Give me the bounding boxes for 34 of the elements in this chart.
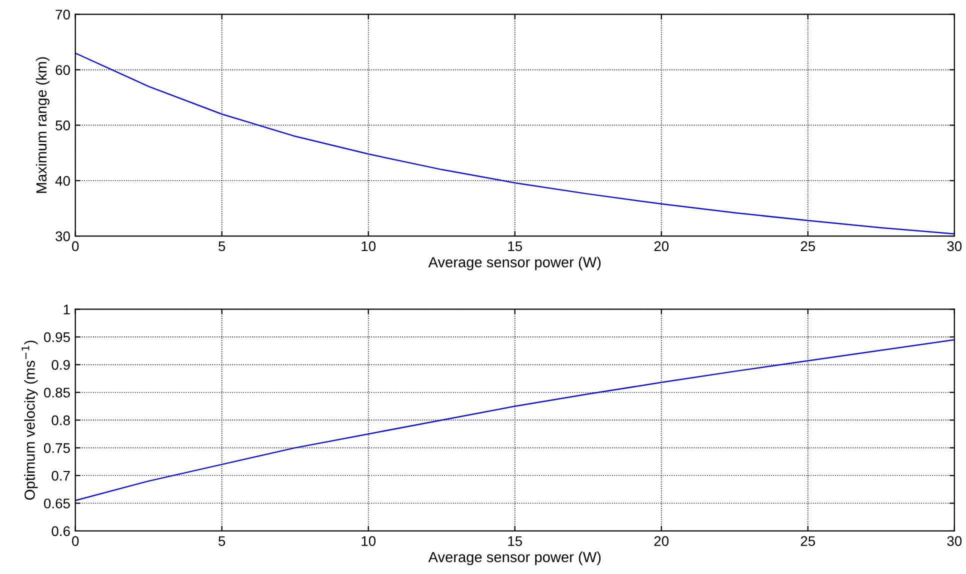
y-tick-label: 0.85 [44,388,70,398]
y-tick-label: 0.8 [52,415,70,426]
y-tick-label: 1 [64,304,70,314]
x-tick-label: 30 [947,536,962,546]
y-tick-label: 30 [56,231,70,242]
x-tick-label: 10 [362,536,376,546]
y-tick-label: 70 [56,10,70,20]
y-tick-label: 0.95 [44,332,70,342]
x-tick-label: 20 [654,241,669,252]
line-series [75,339,954,502]
x-tick-label: 25 [800,241,816,252]
x-tick-label: 20 [654,536,669,546]
x-tick-label: 25 [800,536,816,546]
x-axis-title: Average sensor power (W) [428,552,601,566]
x-tick-label: 10 [362,241,376,252]
y-axis-title: Optimum velocity (ms$^{−1}$) [22,340,38,500]
y-tick-label: 0.9 [52,360,70,370]
y-tick-label: 40 [55,176,70,186]
y-tick-label: 0.65 [44,498,70,508]
x-axis-title: Average sensor power (W) [428,256,601,270]
y-tick-label: 0.7 [52,470,70,481]
x-tick-label: 0 [72,536,79,546]
x-tick-label: 30 [947,241,962,252]
x-tick-label: 0 [72,241,79,252]
line-series [75,52,954,234]
y-tick-label: 60 [56,65,70,75]
y-tick-label: 0.75 [44,443,70,453]
y-axis-title: Maximum range (km) [36,57,50,193]
x-tick-label: 15 [508,536,522,546]
x-tick-label: 15 [508,241,522,252]
y-tick-label: 0.6 [52,526,70,536]
x-tick-label: 5 [218,536,226,546]
y-tick-label: 50 [56,120,70,130]
x-tick-label: 5 [218,241,226,252]
